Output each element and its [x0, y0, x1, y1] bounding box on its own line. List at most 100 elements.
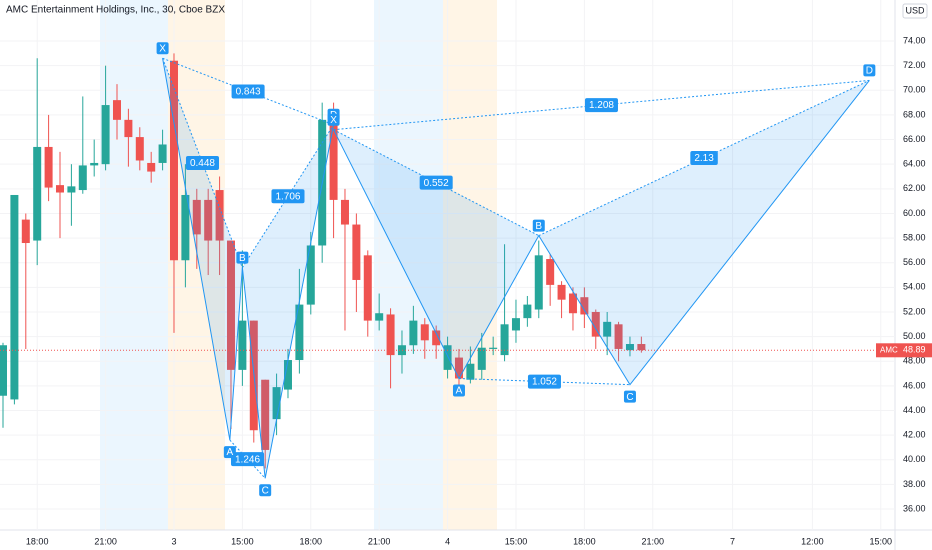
- point-box: [259, 484, 272, 497]
- candle-body: [101, 105, 110, 165]
- session-band: [374, 0, 443, 530]
- y-tick-label: 40.00: [903, 454, 926, 464]
- ratio-line: [162, 57, 334, 126]
- ratio-line: [538, 79, 870, 237]
- ratio-label: 1.246: [235, 454, 260, 465]
- candle-body: [534, 255, 543, 310]
- y-tick-label: 38.00: [903, 479, 926, 489]
- point-box: [452, 384, 465, 397]
- candle-body: [363, 255, 372, 321]
- ratio-box: [185, 155, 220, 170]
- price-tag-value: 48.89: [903, 345, 926, 355]
- candle-body: [272, 387, 281, 420]
- y-tick-label: 64.00: [903, 159, 926, 169]
- candle-body: [386, 314, 395, 356]
- candle-body: [215, 190, 224, 241]
- candle-body: [489, 347, 498, 349]
- y-tick-label: 56.00: [903, 257, 926, 267]
- ratio-label: 1.052: [532, 377, 557, 388]
- point-label: A: [227, 447, 234, 458]
- y-tick-label: 58.00: [903, 232, 926, 242]
- point-box: [236, 251, 249, 264]
- ratio-label: 0.448: [190, 158, 215, 169]
- candle-body: [238, 320, 247, 370]
- candle-body: [375, 313, 384, 321]
- x-tick-label: 18:00: [573, 536, 596, 546]
- candle-body: [55, 185, 64, 193]
- candle-body: [135, 137, 144, 161]
- y-tick-label: 48.00: [903, 356, 926, 366]
- point-label: A: [456, 386, 463, 397]
- candle-body: [500, 324, 509, 356]
- y-tick-label: 52.00: [903, 306, 926, 316]
- point-box: [532, 219, 545, 232]
- candle-body: [557, 284, 566, 300]
- session-band: [100, 0, 168, 530]
- candle-body: [158, 144, 167, 163]
- point-box: [156, 42, 169, 55]
- candle-body: [568, 293, 577, 314]
- x-tick-label: 18:00: [300, 536, 323, 546]
- candle-body: [306, 245, 315, 305]
- ratio-line: [333, 129, 539, 237]
- y-tick-label: 54.00: [903, 282, 926, 292]
- candle-body: [78, 165, 87, 191]
- point-label: C: [626, 392, 633, 403]
- candle-body: [511, 318, 520, 331]
- ratio-box: [271, 189, 305, 204]
- y-tick-label: 50.00: [903, 331, 926, 341]
- ratio-label: 1.706: [275, 191, 300, 202]
- candle-body: [21, 219, 30, 244]
- currency: USD: [905, 5, 925, 15]
- pattern-triangle: [162, 58, 243, 441]
- candle-body: [466, 363, 475, 380]
- x-tick-label: 15:00: [231, 536, 254, 546]
- x-tick-label: 15:00: [505, 536, 528, 546]
- point-label: C: [262, 485, 269, 496]
- ratio-box: [231, 84, 265, 99]
- x-tick-label: 21:00: [368, 536, 391, 546]
- ratio-box: [584, 98, 618, 113]
- candle-body: [329, 109, 338, 200]
- x-tick-label: 15:00: [869, 536, 892, 546]
- ratio-label: 1.208: [589, 100, 614, 111]
- point-label: B: [535, 221, 542, 232]
- y-tick-label: 36.00: [903, 503, 926, 513]
- candle-body: [192, 199, 201, 235]
- candle-body: [340, 199, 349, 225]
- candle-body: [454, 357, 463, 379]
- y-tick-label: 60.00: [903, 208, 926, 218]
- point-label: B: [239, 253, 246, 264]
- x-tick-label: 4: [445, 536, 450, 546]
- candle-body: [637, 344, 646, 351]
- y-tick-label: 46.00: [903, 380, 926, 390]
- candle-body: [625, 344, 634, 351]
- ratio-box: [419, 175, 453, 190]
- ratio-box: [527, 374, 561, 389]
- pattern-triangle: [242, 124, 334, 479]
- candle-body: [261, 379, 270, 450]
- candle-body: [283, 360, 292, 390]
- point-label: X: [330, 115, 337, 126]
- candle-body: [352, 224, 361, 280]
- point-box: [623, 390, 636, 403]
- candle-body: [546, 259, 555, 285]
- candle-body: [523, 304, 532, 319]
- candle-body: [443, 345, 452, 370]
- candle-body: [10, 194, 19, 400]
- y-tick-label: 72.00: [903, 60, 926, 70]
- ratio-label: 0.552: [424, 178, 449, 189]
- session-band: [443, 0, 497, 530]
- y-tick-label: 68.00: [903, 109, 926, 119]
- ratio-label: 0.843: [236, 87, 261, 98]
- candle-body: [226, 240, 235, 370]
- ratio-box: [230, 452, 265, 467]
- y-tick-label: 62.00: [903, 183, 926, 193]
- candle-body: [591, 311, 600, 337]
- candle-body: [90, 162, 99, 166]
- candle-body: [0, 345, 7, 396]
- x-tick-label: 21:00: [641, 536, 664, 546]
- pattern-triangle: [333, 129, 539, 379]
- currency-box[interactable]: [902, 3, 928, 19]
